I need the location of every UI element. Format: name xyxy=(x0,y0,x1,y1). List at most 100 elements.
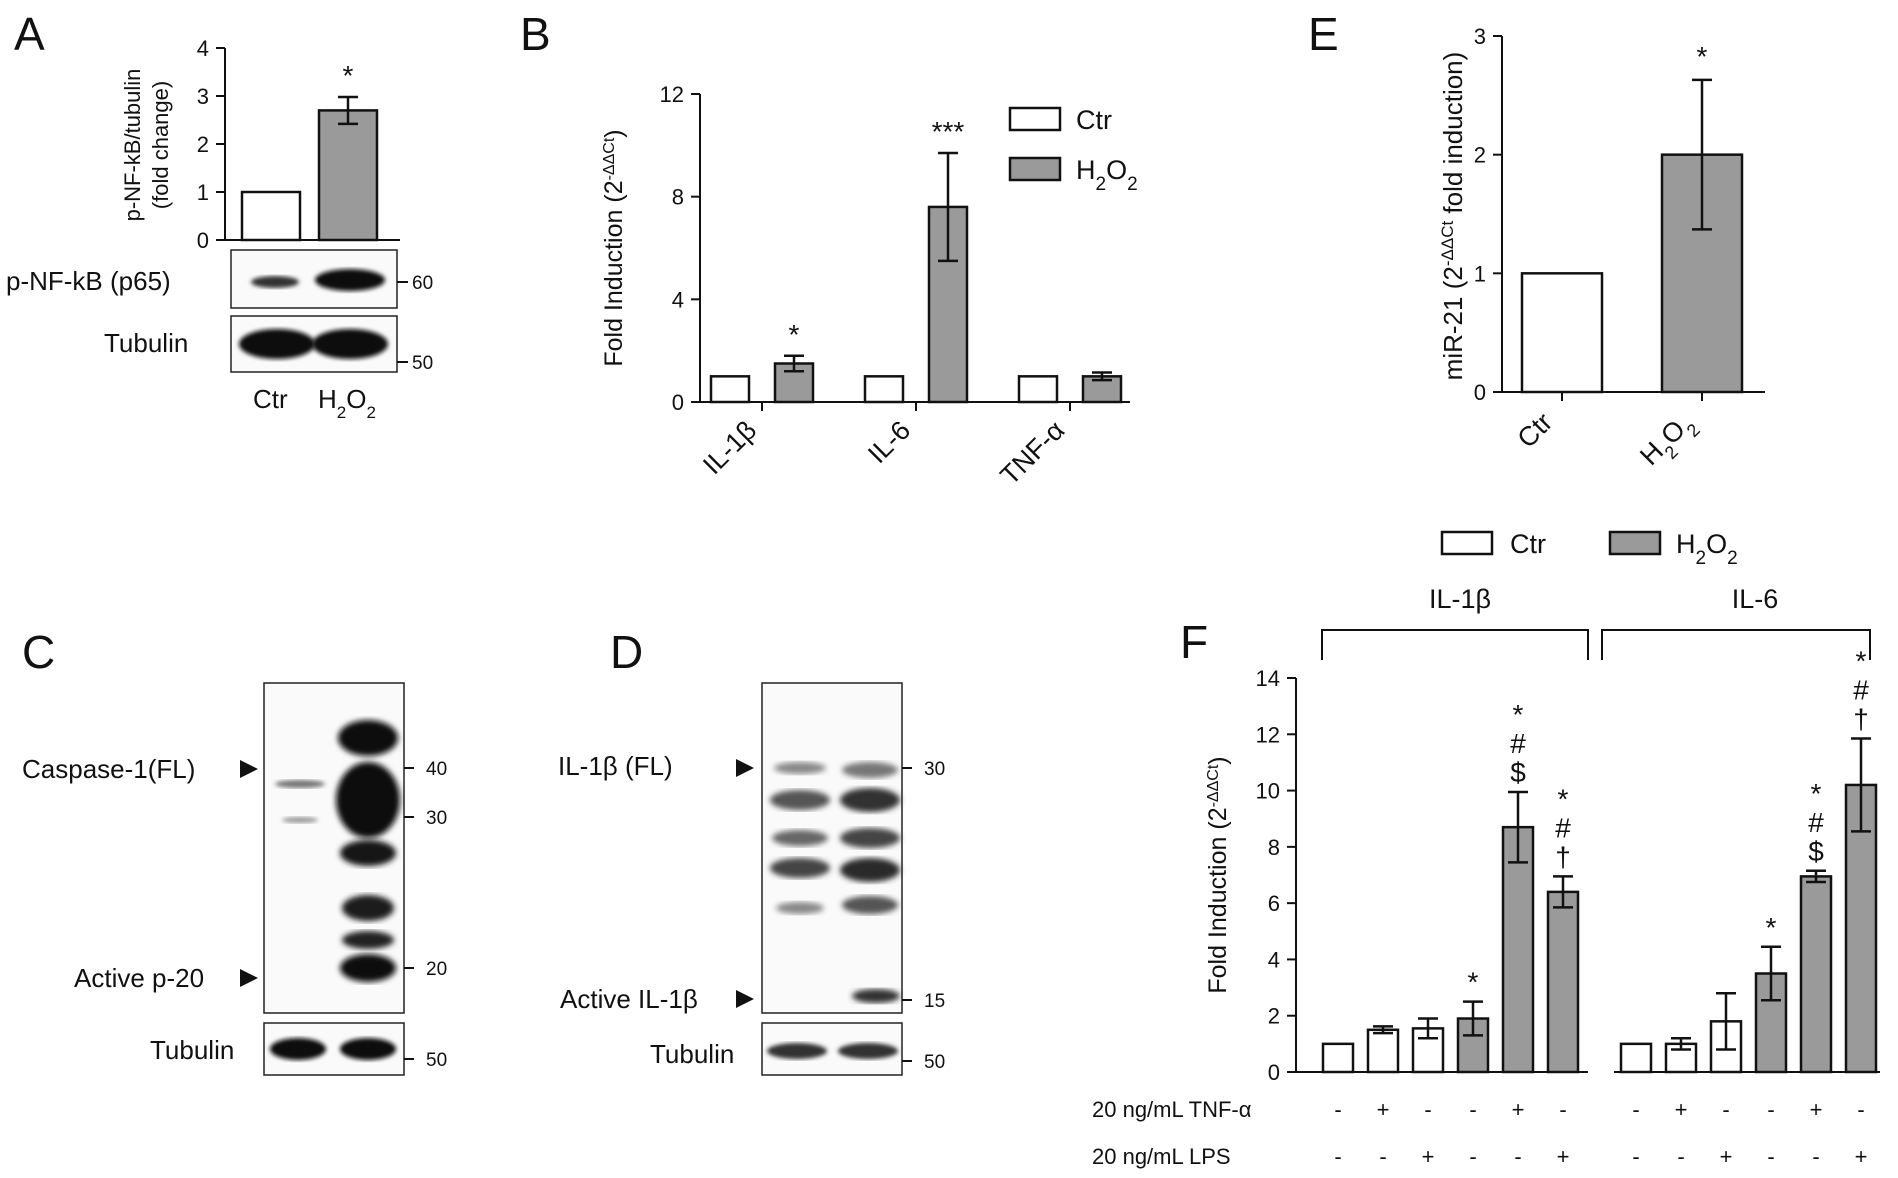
panel-a-bar-1 xyxy=(317,109,379,242)
panel-b-xlabel-0: IL-1β xyxy=(697,415,762,480)
panel-f-sign-1-3: - xyxy=(1469,1144,1476,1169)
panel-c-band-h2o2-30 xyxy=(340,840,396,866)
panel-f-sig-10-1: # xyxy=(1808,807,1824,838)
panel-f-sig-10-2: $ xyxy=(1808,836,1824,867)
panel-f-row-label-tnf: 20 ng/mL TNF-α xyxy=(1092,1097,1252,1122)
panel-d-band-h2o2-3 xyxy=(840,828,900,848)
panel-a-ytick-label-2: 2 xyxy=(197,132,209,157)
panel-f-sig-11-1: # xyxy=(1853,675,1869,706)
panel-f-sign-0-2: - xyxy=(1424,1097,1431,1122)
panel-a-band-h2o2-p65 xyxy=(315,269,385,291)
panel-a-label-tubulin: Tubulin xyxy=(104,328,188,358)
panel-a-band-ctr-p65 xyxy=(251,276,299,288)
panel-b-xlabel-2: TNF-α xyxy=(995,415,1071,491)
panel-b-bar-ctr-2 xyxy=(1017,375,1059,404)
panel-f-sign-0-0: - xyxy=(1334,1097,1341,1122)
panel-f-sign-1-10: - xyxy=(1812,1144,1819,1169)
panel-b-ytick-label-2: 8 xyxy=(672,185,684,210)
panel-f-sign-1-8: + xyxy=(1720,1144,1733,1169)
panel-a-ytick-label-1: 1 xyxy=(197,180,209,205)
panel-f-sign-1-1: - xyxy=(1379,1144,1386,1169)
panel-f-bar-4 xyxy=(1501,825,1535,1074)
panel-f-sig-10-0: * xyxy=(1811,778,1822,809)
panel-f-ytick-label-4: 8 xyxy=(1268,835,1280,860)
panel-e-y-ticks: 0 1 2 3 xyxy=(1474,24,1502,405)
panel-f-bar-6 xyxy=(1619,1042,1653,1074)
panel-a-sig-1: * xyxy=(343,60,354,91)
panel-f-sig-4-1: # xyxy=(1510,728,1526,759)
panel-b-legend-swatch-h2o2 xyxy=(1008,156,1062,182)
panel-f-row-label-lps: 20 ng/mL LPS xyxy=(1092,1144,1231,1169)
panel-e-xlabel-1: H2O2 xyxy=(1634,407,1704,477)
panel-e-xlabel-0: Ctr xyxy=(1512,407,1559,454)
panel-letter-b: B xyxy=(520,8,551,60)
panel-b-legend-swatch-ctr xyxy=(1008,106,1062,132)
panel-d-band-ctr-1 xyxy=(774,762,826,774)
panel-a-ytick-label-4: 4 xyxy=(197,36,209,61)
panel-d-band-h2o2-2 xyxy=(840,788,900,812)
panel-b-ytick-label-0: 0 xyxy=(672,390,684,415)
panel-f-ytick-label-0: 0 xyxy=(1268,1060,1280,1085)
panel-c-band-ctr-fl xyxy=(275,780,325,788)
panel-f-sign-1-5: + xyxy=(1557,1144,1570,1169)
panel-c-band-h2o2-fl xyxy=(336,762,400,838)
panel-c-label-tubulin: Tubulin xyxy=(150,1035,234,1065)
panel-a-label-p65: p-NF-kB (p65) xyxy=(6,266,171,296)
panel-c-label-caspase: Caspase-1(FL) xyxy=(22,754,195,784)
panel-f-group-label-il6: IL-6 xyxy=(1732,584,1779,614)
panel-a-mw-60: 60 xyxy=(412,273,433,294)
panel-f-sign-0-1: + xyxy=(1377,1097,1390,1122)
panel-c-blot: Caspase-1(FL) Active p-20 Tubulin 40 30 … xyxy=(22,682,447,1076)
panel-f-sign-0-7: + xyxy=(1675,1097,1688,1122)
panel-a-band-ctr-tubulin xyxy=(239,329,315,359)
panel-f-sign-1-7: - xyxy=(1677,1144,1684,1169)
panel-d-label-il1b-fl: IL-1β (FL) xyxy=(558,751,673,781)
panel-d-band-ctr-5 xyxy=(776,902,824,914)
panel-f-sig-11-0: * xyxy=(1856,646,1867,677)
panel-f-ytick-label-3: 6 xyxy=(1268,891,1280,916)
panel-d-mw-15: 15 xyxy=(924,991,945,1012)
panel-c-band-h2o2-p20 xyxy=(340,954,396,982)
panel-f-bracket-il1b xyxy=(1321,629,1589,660)
panel-f-sign-0-6: - xyxy=(1632,1097,1639,1122)
panel-f-sign-0-4: + xyxy=(1512,1097,1525,1122)
panel-letter-d: D xyxy=(610,626,643,678)
panel-d-mw-50: 50 xyxy=(924,1052,945,1073)
panel-a-y-ticks: 0 1 2 3 4 xyxy=(197,36,225,253)
panel-f-legend-swatch-h2o2 xyxy=(1608,530,1662,556)
panel-a-ylabel-line1: p-NF-kB/tubulin xyxy=(120,69,145,222)
panel-b-sig-1: *** xyxy=(932,116,965,147)
panel-f-ytick-label-2: 4 xyxy=(1268,947,1280,972)
panel-f-sign-1-11: + xyxy=(1855,1144,1868,1169)
panel-e-ytick-label-1: 1 xyxy=(1474,261,1486,286)
panel-e-ytick-label-3: 3 xyxy=(1474,24,1486,49)
panel-d-band-h2o2-4 xyxy=(840,858,900,882)
panel-a-lane-h2o2: H2O2 xyxy=(318,384,376,422)
panel-d-band-ctr-2 xyxy=(770,790,830,810)
panel-f-sig-4-2: $ xyxy=(1510,757,1526,788)
panel-b-y-ticks: 0 4 8 12 xyxy=(660,82,700,415)
panel-f-sign-0-3: - xyxy=(1469,1097,1476,1122)
panel-c-mw-50: 50 xyxy=(426,1050,447,1071)
panel-f-bar-0 xyxy=(1321,1042,1355,1074)
panel-c-band-tubulin-ctr xyxy=(270,1038,326,1060)
panel-f-sign-1-2: + xyxy=(1422,1144,1435,1169)
panel-a-bars: * xyxy=(240,60,379,242)
panel-d-arrow-active-icon xyxy=(736,990,754,1008)
panel-f-y-ticks: 0 2 4 6 8 10 12 14 xyxy=(1256,666,1296,1085)
panel-e-ytick-label-2: 2 xyxy=(1474,143,1486,168)
panel-c-band-ctr-30 xyxy=(282,817,318,823)
panel-b-sig-0: * xyxy=(789,319,800,350)
panel-d-band-ctr-3 xyxy=(772,830,828,846)
panel-e-chart: 0 1 2 3 * Ctr H2O2 miR-21 (2-ΔΔCt fold induct… xyxy=(1438,24,1765,477)
panel-c-mw-30: 30 xyxy=(426,808,447,829)
panel-f-sig-9-0: * xyxy=(1766,912,1777,943)
panel-f-treatment-signs: - + - - + - - + - - + - - - + - - + - - + - - + xyxy=(1334,1097,1867,1169)
panel-b-xlabel-1: IL-6 xyxy=(862,415,916,469)
panel-f-bar-5 xyxy=(1546,890,1580,1074)
panel-d-band-tubulin-ctr xyxy=(767,1043,827,1059)
panel-e-sig-1: * xyxy=(1697,41,1708,72)
panel-f-sign-1-6: - xyxy=(1632,1144,1639,1169)
panel-f-group-label-il1b: IL-1β xyxy=(1429,584,1491,614)
